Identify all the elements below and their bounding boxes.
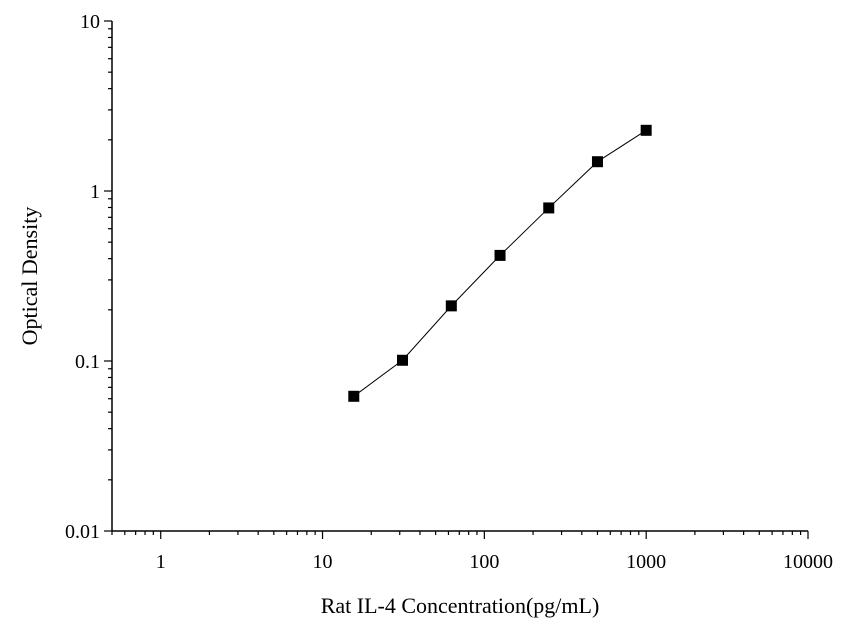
axes — [111, 21, 808, 532]
data-point — [445, 300, 457, 312]
data-point — [640, 124, 652, 136]
y-axis-title: Optical Density — [17, 207, 42, 346]
x-tick-label: 10 — [313, 551, 333, 573]
data-point — [543, 202, 555, 214]
y-tick-label: 0.1 — [75, 351, 100, 373]
y-tick-label: 0.01 — [65, 521, 100, 543]
data-point — [494, 249, 506, 261]
data-point — [348, 390, 360, 402]
data-point — [396, 354, 408, 366]
data-point — [591, 156, 603, 168]
x-tick-label: 10000 — [783, 551, 833, 573]
x-tick-label: 1000 — [626, 551, 666, 573]
x-axis-title: Rat IL-4 Concentration(pg/mL) — [321, 593, 600, 618]
data-points — [348, 124, 652, 402]
y-tick-label: 1 — [90, 181, 100, 203]
ticks — [104, 20, 809, 539]
x-tick-label: 100 — [469, 551, 499, 573]
tick-labels: 1 10 100 1000 10000 0.01 0.1 1 10 — [65, 11, 833, 573]
y-tick-label: 10 — [80, 11, 100, 33]
x-tick-label: 1 — [156, 551, 166, 573]
